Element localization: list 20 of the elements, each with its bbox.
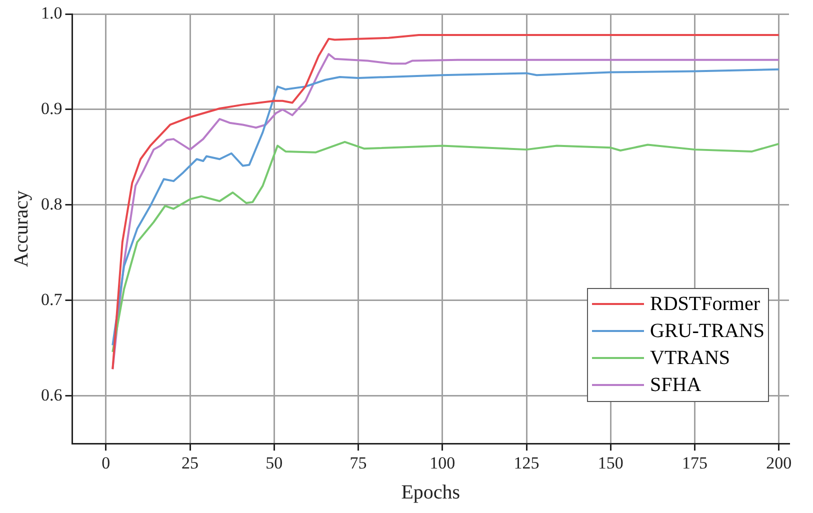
y-tick-label: 0.9 bbox=[41, 98, 62, 118]
x-tick-label: 50 bbox=[266, 453, 283, 472]
y-tick-label: 1.0 bbox=[41, 3, 62, 22]
y-tick-label: 0.7 bbox=[41, 290, 63, 309]
x-tick-label: 25 bbox=[182, 453, 199, 472]
x-tick-label: 200 bbox=[766, 453, 792, 472]
x-tick-label: 75 bbox=[350, 453, 367, 472]
y-axis-title: Accuracy bbox=[10, 190, 32, 268]
x-tick-label: 175 bbox=[682, 453, 708, 472]
y-tick-label: 0.8 bbox=[41, 194, 62, 214]
x-tick-label: 100 bbox=[430, 453, 456, 472]
legend-label: GRU-TRANS bbox=[650, 318, 764, 344]
x-axis-title: Epochs bbox=[401, 481, 460, 504]
y-tick-label: 0.6 bbox=[41, 385, 62, 404]
legend-label: SFHA bbox=[650, 372, 702, 398]
legend-label: VTRANS bbox=[650, 346, 730, 371]
x-tick-label: 125 bbox=[514, 453, 540, 472]
x-tick-label: 0 bbox=[102, 453, 110, 472]
legend-label: RDSTFormer bbox=[650, 292, 760, 317]
x-tick-label: 150 bbox=[598, 453, 624, 472]
